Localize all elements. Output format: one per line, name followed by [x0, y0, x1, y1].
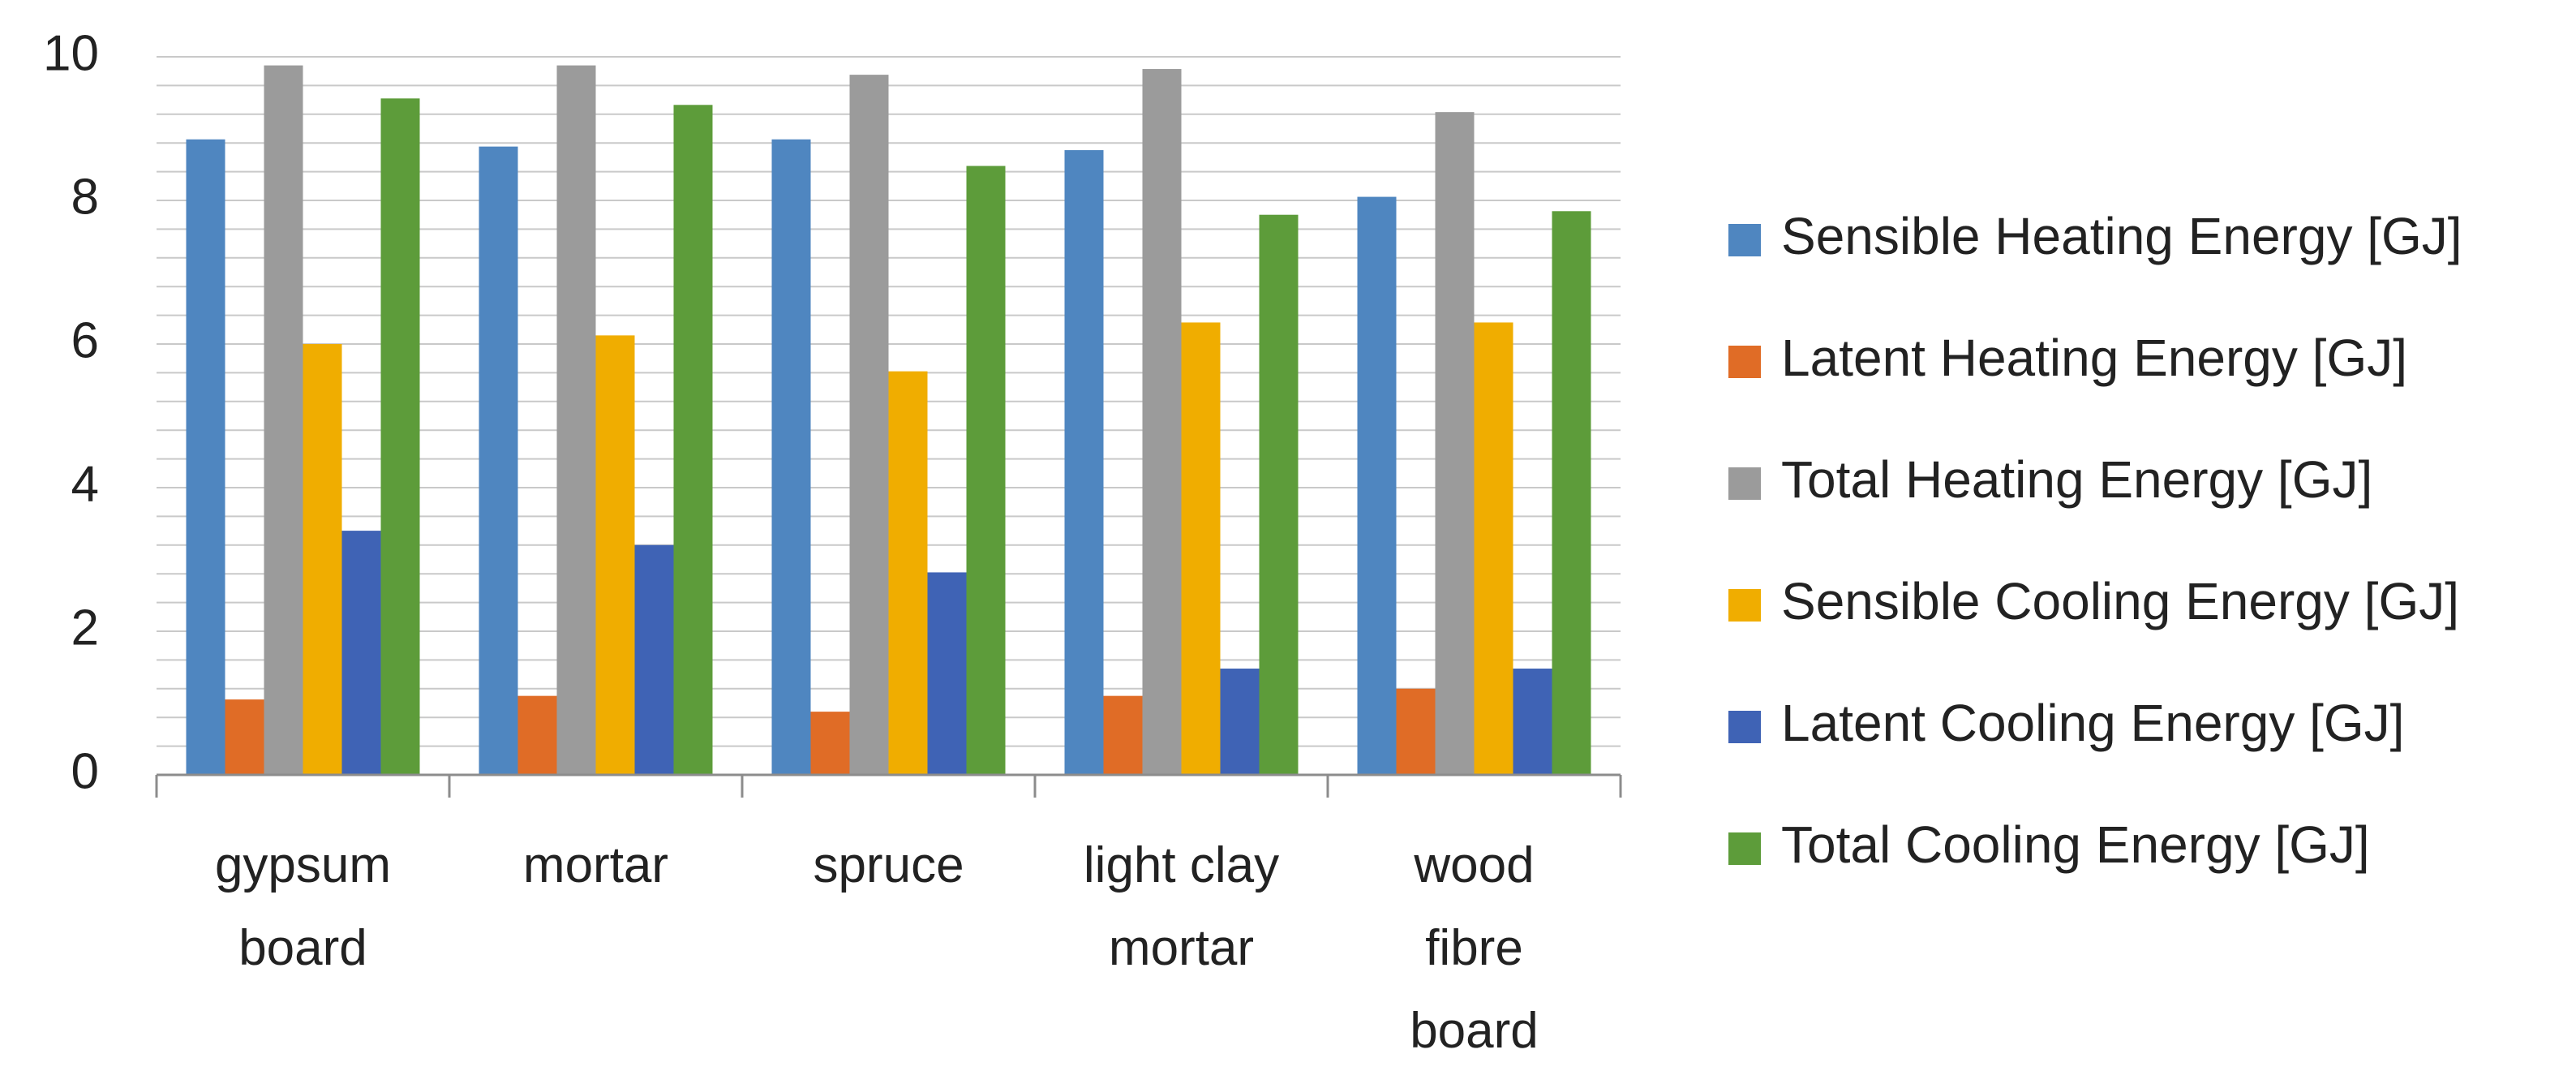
legend-swatch: [1728, 346, 1761, 378]
bar: [771, 139, 811, 775]
category-label: light clay: [1084, 837, 1279, 893]
x-axis-category-labels: gypsum board mortar spruce light clay mortar w…: [215, 837, 1539, 1059]
y-tick-label: 10: [43, 25, 99, 81]
legend-label: Latent Cooling Energy [GJ]: [1781, 694, 2404, 752]
bar: [303, 344, 342, 775]
bar: [1142, 69, 1182, 776]
category-label: spruce: [813, 837, 964, 893]
legend-label: Total Cooling Energy [GJ]: [1781, 815, 2370, 874]
bar: [1513, 669, 1552, 775]
bar: [264, 65, 303, 776]
legend-label: Latent Heating Energy [GJ]: [1781, 329, 2407, 387]
legend-label: Total Heating Energy [GJ]: [1781, 450, 2372, 509]
bar: [634, 544, 674, 775]
bar: [1474, 322, 1513, 775]
category-label: mortar: [523, 837, 668, 893]
bars: [186, 65, 1591, 776]
legend-swatch: [1728, 467, 1761, 500]
bar: [225, 699, 264, 775]
bar: [927, 572, 967, 775]
bar: [341, 531, 381, 775]
legend-swatch: [1728, 832, 1761, 865]
y-tick-label: 4: [71, 456, 99, 512]
bar: [888, 371, 928, 775]
legend-swatch: [1728, 224, 1761, 256]
bar: [1259, 214, 1299, 775]
bar: [380, 98, 420, 775]
category-label: mortar: [1109, 920, 1254, 976]
axes: [155, 773, 1622, 798]
bar: [186, 139, 225, 775]
bar: [966, 166, 1006, 775]
y-axis-tick-labels: 0 2 4 6 8 10: [43, 25, 99, 799]
legend-label: Sensible Heating Energy [GJ]: [1781, 207, 2462, 265]
bar: [1396, 688, 1436, 775]
category-label: board: [238, 920, 367, 976]
bar: [556, 65, 596, 776]
category-label: gypsum: [215, 837, 391, 893]
bar: [595, 335, 635, 775]
bar: [849, 75, 889, 775]
y-tick-label: 6: [71, 312, 99, 368]
legend-label: Sensible Cooling Energy [GJ]: [1781, 572, 2459, 630]
legend-swatch: [1728, 711, 1761, 743]
bar: [479, 146, 518, 775]
category-label: board: [1410, 1003, 1539, 1059]
bar: [1220, 669, 1260, 775]
bar: [1552, 211, 1591, 775]
category-label: fibre: [1425, 920, 1523, 976]
bar: [1357, 196, 1397, 775]
bar: [1064, 150, 1104, 776]
y-tick-label: 2: [71, 600, 99, 656]
bar: [1103, 695, 1143, 775]
legend: Sensible Heating Energy [GJ] Latent Heati…: [1728, 207, 2462, 874]
bar: [673, 105, 713, 776]
category-label: wood: [1413, 837, 1534, 893]
bar: [517, 695, 557, 775]
y-tick-label: 8: [71, 169, 99, 225]
bar: [1181, 322, 1221, 775]
legend-swatch: [1728, 589, 1761, 622]
bar: [810, 712, 850, 775]
bar: [1435, 112, 1475, 775]
y-tick-label: 0: [71, 743, 99, 799]
